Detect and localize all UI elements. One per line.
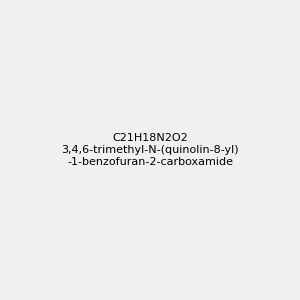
- Text: C21H18N2O2
3,4,6-trimethyl-N-(quinolin-8-yl)
-1-benzofuran-2-carboxamide: C21H18N2O2 3,4,6-trimethyl-N-(quinolin-8…: [61, 134, 239, 166]
